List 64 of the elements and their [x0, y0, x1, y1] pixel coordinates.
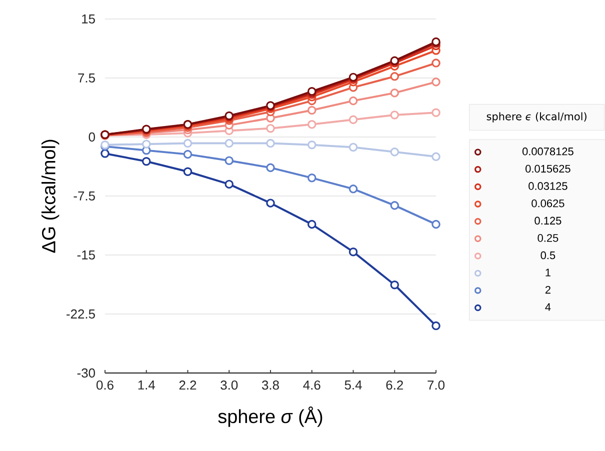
x-tick-label: 0.6 — [96, 380, 114, 390]
point — [348, 142, 358, 152]
point — [390, 110, 400, 120]
point — [432, 108, 440, 117]
point — [183, 150, 192, 159]
text: 0.015625 — [526, 164, 570, 173]
text: 0.0078125 — [522, 148, 574, 156]
text: 2 — [545, 286, 550, 294]
point — [307, 120, 316, 129]
point — [432, 58, 440, 68]
point — [266, 163, 275, 172]
point — [348, 184, 358, 194]
point — [432, 220, 440, 229]
point — [224, 138, 234, 148]
text: 4 — [545, 303, 551, 311]
x-tick-label: 2.2 — [179, 380, 196, 390]
x-tick-label: 1.4 — [138, 380, 156, 390]
point — [142, 156, 151, 166]
point — [224, 180, 234, 189]
text: 0.125 — [534, 216, 562, 225]
point — [307, 106, 316, 115]
x-tick-label: 3.0 — [220, 380, 238, 390]
point — [100, 149, 110, 158]
point — [432, 321, 440, 330]
y-tick-label: 0 — [88, 132, 95, 142]
point — [266, 124, 275, 133]
y-tick-label: -22.5 — [66, 309, 95, 319]
y-tick-label: 15 — [82, 14, 95, 24]
text: 1 — [546, 268, 550, 276]
text: 0.0625 — [532, 199, 564, 208]
text: 0.25 — [538, 234, 558, 242]
point — [307, 220, 316, 229]
point — [183, 167, 192, 176]
point — [224, 156, 234, 165]
x-tick-label: 6.2 — [386, 380, 403, 390]
point — [432, 78, 440, 86]
legend-title: sphere ϵ (kcal/mol) — [486, 112, 586, 122]
point — [307, 140, 316, 150]
point — [390, 201, 400, 210]
y-tick-label: -7.5 — [74, 191, 95, 201]
point — [142, 140, 151, 148]
point — [390, 88, 400, 98]
point — [183, 138, 192, 148]
point — [348, 115, 358, 124]
x-tick-label: 3.8 — [262, 380, 279, 390]
y-tick-label: -15 — [77, 250, 95, 260]
point — [348, 96, 358, 106]
point — [390, 72, 400, 81]
point — [390, 280, 400, 290]
point — [266, 198, 275, 208]
point — [348, 247, 358, 256]
point — [307, 174, 316, 182]
text: 0.03125 — [528, 182, 568, 190]
point — [266, 138, 275, 148]
y-axis-title: ΔG (kcal/mol) — [42, 140, 60, 253]
x-tick-label: 7.0 — [428, 380, 444, 390]
point — [432, 152, 440, 162]
y-tick-label: -30 — [77, 368, 95, 378]
x-tick-label: 4.6 — [303, 380, 320, 390]
y-tick-label: 7.5 — [78, 73, 95, 83]
x-tick-label: 5.4 — [344, 380, 362, 390]
point — [390, 148, 400, 156]
x-axis-title: sphere σ (Å) — [218, 406, 322, 427]
text: 0.5 — [540, 251, 556, 260]
